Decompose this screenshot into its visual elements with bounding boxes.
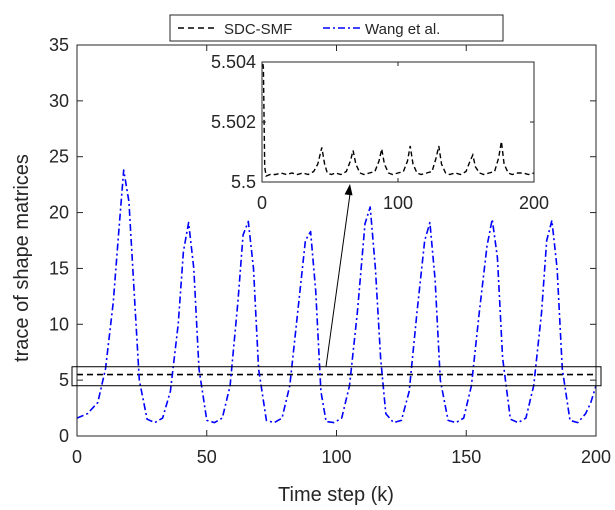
x-tick-label: 150	[451, 447, 481, 467]
y-tick-label: 0	[59, 426, 69, 446]
legend-label-sdc-smf: SDC-SMF	[224, 21, 292, 38]
inset-y-tick-label: 5.5	[231, 172, 256, 192]
main-plot-area: 0 50 100 150 200 0 5 10 15 20 25 30 35	[49, 35, 611, 467]
zoom-arrow-line	[325, 193, 351, 367]
wang-et-al-line	[76, 169, 597, 424]
y-tick-label: 20	[49, 203, 69, 223]
x-tick-label: 100	[321, 447, 351, 467]
y-tick-label: 15	[49, 258, 69, 278]
inset-plot: 0 100 200 5.5 5.502 5.504	[211, 52, 549, 213]
x-tick-label: 50	[197, 447, 217, 467]
y-tick-label: 10	[49, 314, 69, 334]
highlight-region	[71, 184, 602, 387]
legend-box	[169, 14, 504, 42]
x-axis-label: Time step (k)	[278, 484, 394, 506]
inset-sdc-smf-line	[262, 62, 534, 177]
legend: SDC-SMF Wang et al.	[169, 14, 504, 42]
y-tick-label: 25	[49, 147, 69, 167]
x-tick-label: 200	[581, 447, 611, 467]
inset-x-tick-label: 100	[383, 193, 413, 213]
y-tick-label: 35	[49, 35, 69, 55]
y-axis-label: trace of shape matrices	[11, 154, 33, 362]
inset-y-tick-label: 5.502	[211, 112, 256, 132]
y-tick-label: 5	[59, 370, 69, 390]
x-tick-label: 0	[72, 447, 82, 467]
inset-x-tick-label: 200	[519, 193, 549, 213]
zoom-arrow-head	[344, 184, 353, 196]
legend-label-wang-et-al: Wang et al.	[365, 21, 440, 38]
inset-background	[262, 62, 534, 182]
inset-x-tick-label: 0	[257, 193, 267, 213]
zoom-box	[71, 366, 602, 387]
inset-y-tick-label: 5.504	[211, 52, 256, 72]
y-tick-label: 30	[49, 91, 69, 111]
